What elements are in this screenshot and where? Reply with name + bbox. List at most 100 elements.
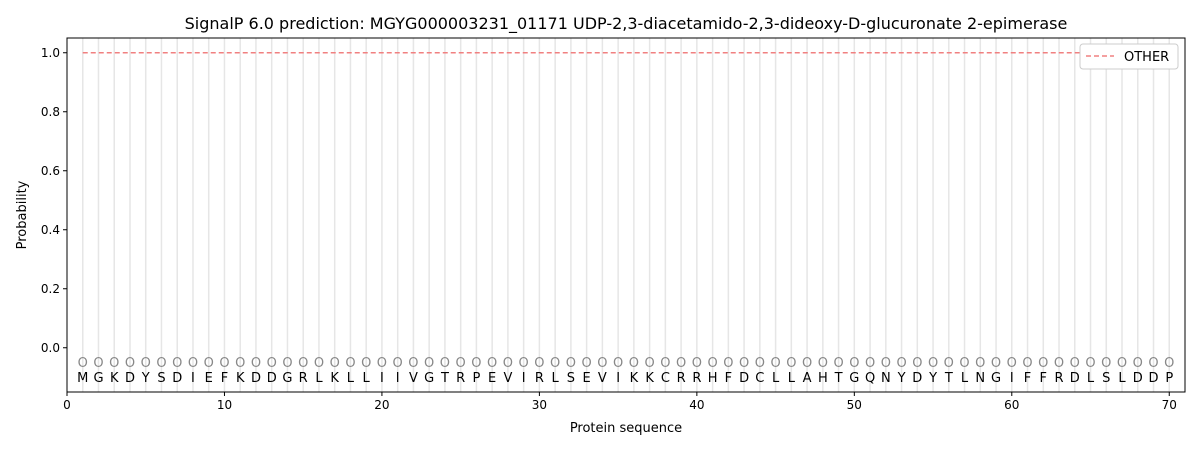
prediction-label: O bbox=[78, 356, 88, 371]
prediction-label: O bbox=[1070, 356, 1080, 371]
residue-label: I bbox=[396, 371, 400, 386]
x-tick-label: 50 bbox=[847, 398, 862, 412]
residue-label: T bbox=[944, 371, 953, 386]
residue-label: G bbox=[849, 371, 859, 386]
prediction-label: O bbox=[109, 356, 119, 371]
prediction-label: O bbox=[629, 356, 639, 371]
y-tick-label: 0.4 bbox=[41, 223, 60, 237]
residue-label: R bbox=[456, 371, 465, 386]
x-tick-label: 20 bbox=[374, 398, 389, 412]
prediction-label: O bbox=[975, 356, 985, 371]
prediction-label: O bbox=[487, 356, 497, 371]
residue-label: D bbox=[739, 371, 749, 386]
prediction-label: O bbox=[503, 356, 513, 371]
prediction-label: O bbox=[928, 356, 938, 371]
residue-label: L bbox=[315, 371, 323, 386]
prediction-label: O bbox=[330, 356, 340, 371]
prediction-label: O bbox=[597, 356, 607, 371]
prediction-label: O bbox=[881, 356, 891, 371]
prediction-label: O bbox=[93, 356, 103, 371]
residue-label: Y bbox=[897, 371, 906, 386]
residue-label: A bbox=[803, 371, 812, 386]
prediction-label: O bbox=[1007, 356, 1017, 371]
prediction-label: O bbox=[534, 356, 544, 371]
prediction-label: O bbox=[755, 356, 765, 371]
residue-label: L bbox=[961, 371, 969, 386]
prediction-label: O bbox=[865, 356, 875, 371]
residue-label: N bbox=[881, 371, 891, 386]
prediction-label: O bbox=[1101, 356, 1111, 371]
prediction-label: O bbox=[770, 356, 780, 371]
residue-label: R bbox=[535, 371, 544, 386]
prediction-label: O bbox=[471, 356, 481, 371]
residue-label: F bbox=[1024, 371, 1031, 386]
residue-label: K bbox=[110, 371, 119, 386]
prediction-label: O bbox=[912, 356, 922, 371]
residue-label: L bbox=[772, 371, 780, 386]
prediction-label: O bbox=[519, 356, 529, 371]
prediction-label: O bbox=[219, 356, 229, 371]
prediction-label: O bbox=[566, 356, 576, 371]
residue-label: D bbox=[1070, 371, 1080, 386]
residue-label: D bbox=[1133, 371, 1143, 386]
residue-label: D bbox=[251, 371, 261, 386]
residue-label: G bbox=[424, 371, 434, 386]
prediction-label: O bbox=[1085, 356, 1095, 371]
prediction-label: O bbox=[424, 356, 434, 371]
prediction-label: O bbox=[408, 356, 418, 371]
residue-label: D bbox=[912, 371, 922, 386]
residue-label: I bbox=[522, 371, 526, 386]
prediction-label: O bbox=[723, 356, 733, 371]
prediction-label: O bbox=[645, 356, 655, 371]
prediction-label: O bbox=[172, 356, 182, 371]
residue-label: D bbox=[125, 371, 135, 386]
y-tick-label: 0.2 bbox=[41, 282, 60, 296]
residue-label: P bbox=[1165, 371, 1173, 386]
residue-label: D bbox=[1148, 371, 1158, 386]
residue-label: D bbox=[172, 371, 182, 386]
residue-label: I bbox=[616, 371, 620, 386]
residue-label: H bbox=[708, 371, 718, 386]
plot-frame bbox=[66, 37, 1186, 393]
residue-label: N bbox=[975, 371, 985, 386]
prediction-label: O bbox=[786, 356, 796, 371]
residue-label: S bbox=[157, 371, 165, 386]
prediction-label: O bbox=[959, 356, 969, 371]
residue-label: F bbox=[725, 371, 732, 386]
y-tick-label: 0.8 bbox=[41, 105, 60, 119]
x-tick-label: 30 bbox=[532, 398, 547, 412]
residue-label: L bbox=[347, 371, 355, 386]
residue-label: I bbox=[1010, 371, 1014, 386]
prediction-label: O bbox=[456, 356, 466, 371]
legend-box bbox=[1079, 43, 1179, 70]
residue-label: L bbox=[788, 371, 796, 386]
residue-label: V bbox=[598, 371, 607, 386]
y-tick-label: 0.6 bbox=[41, 164, 60, 178]
prediction-label: O bbox=[141, 356, 151, 371]
residue-label: T bbox=[834, 371, 843, 386]
prediction-label: O bbox=[377, 356, 387, 371]
residue-label: M bbox=[77, 371, 88, 386]
residue-label: R bbox=[1055, 371, 1064, 386]
prediction-label: O bbox=[1117, 356, 1127, 371]
residue-label: T bbox=[440, 371, 449, 386]
residue-label: R bbox=[692, 371, 701, 386]
prediction-label: O bbox=[345, 356, 355, 371]
prediction-label: O bbox=[613, 356, 623, 371]
residue-label: Y bbox=[141, 371, 150, 386]
prediction-label: O bbox=[1148, 356, 1158, 371]
prediction-label: O bbox=[1022, 356, 1032, 371]
residue-label: L bbox=[552, 371, 560, 386]
prediction-label: O bbox=[849, 356, 859, 371]
residue-label: C bbox=[755, 371, 764, 386]
prediction-label: O bbox=[739, 356, 749, 371]
prediction-label: O bbox=[1054, 356, 1064, 371]
residue-label: I bbox=[191, 371, 195, 386]
residue-label: R bbox=[299, 371, 308, 386]
residue-label: G bbox=[282, 371, 292, 386]
residue-label: E bbox=[205, 371, 213, 386]
prediction-label: O bbox=[818, 356, 828, 371]
residue-label: S bbox=[1102, 371, 1110, 386]
